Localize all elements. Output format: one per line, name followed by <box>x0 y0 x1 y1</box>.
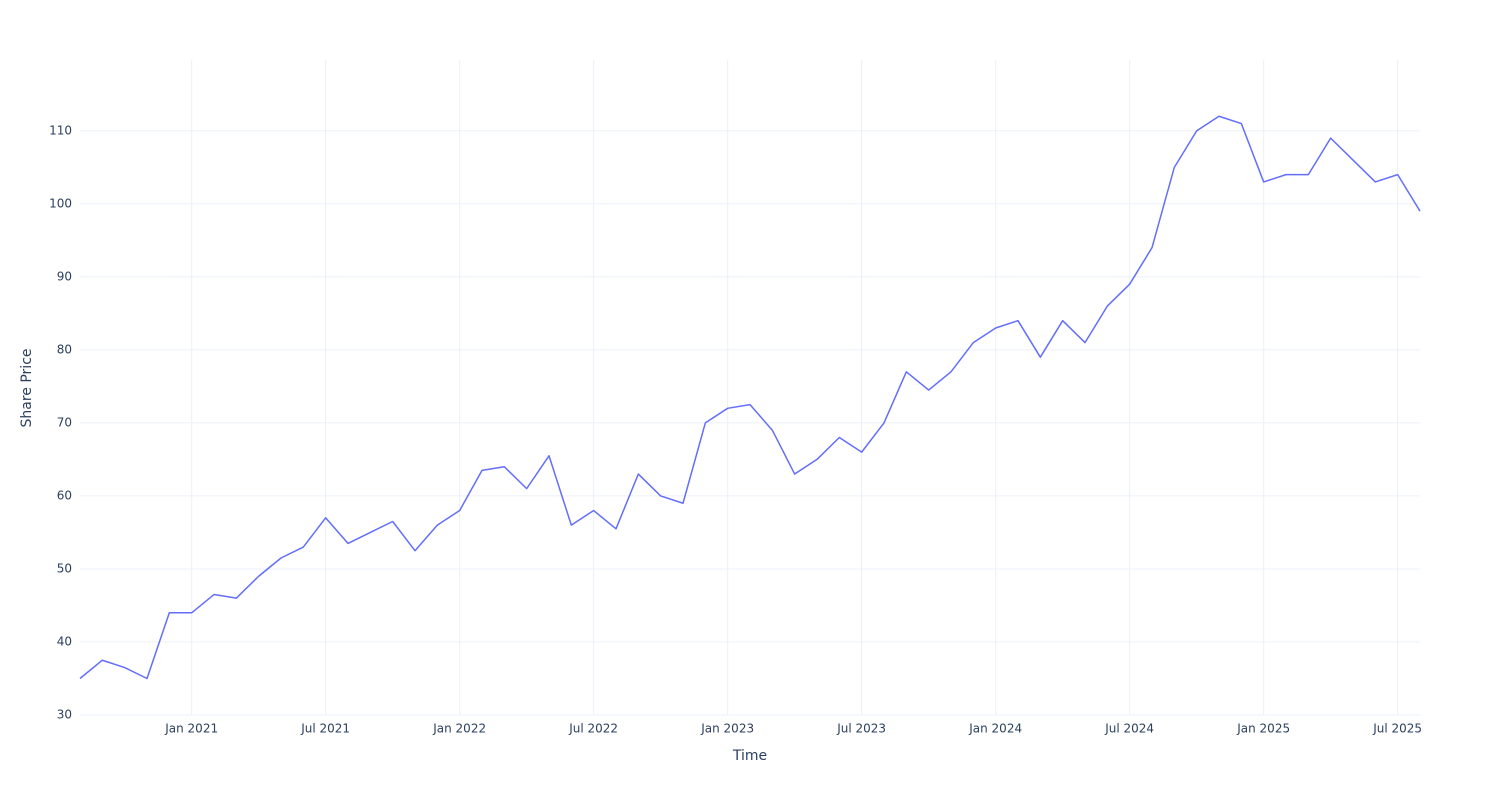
x-tick-label: Jul 2021 <box>300 722 350 736</box>
y-axis-title: Share Price <box>19 348 35 427</box>
y-tick-label: 80 <box>57 342 72 356</box>
line <box>79 115 1421 680</box>
x-axis-title: Time <box>732 748 767 764</box>
y-tick-label: 90 <box>57 269 72 283</box>
y-tick-label: 70 <box>57 415 72 429</box>
x-tick-label: Jan 2024 <box>968 722 1022 736</box>
x-tick-label: Jan 2021 <box>164 722 218 736</box>
y-tick-label: 50 <box>57 561 72 575</box>
x-tick-label: Jan 2023 <box>700 722 754 736</box>
y-tick-label: 60 <box>57 488 72 502</box>
x-tick-label: Jul 2023 <box>836 722 886 736</box>
x-tick-label: Jul 2024 <box>1104 722 1154 736</box>
x-tick-label: Jan 2022 <box>432 722 486 736</box>
x-tick-label: Jan 2025 <box>1236 722 1290 736</box>
y-tick-label: 40 <box>57 634 72 648</box>
x-tick-label: Jul 2022 <box>568 722 618 736</box>
y-tick-label: 100 <box>49 196 72 210</box>
x-tick-label: Jul 2025 <box>1372 722 1422 736</box>
y-tick-label: 110 <box>49 123 72 137</box>
y-tick-label: 30 <box>57 708 72 722</box>
